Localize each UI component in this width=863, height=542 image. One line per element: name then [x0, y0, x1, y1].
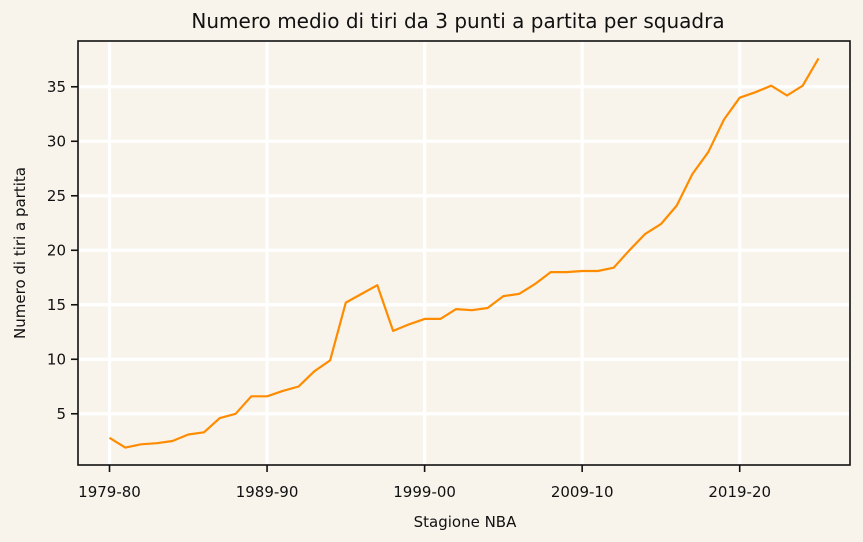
- x-tick-label: 2009-10: [551, 483, 614, 501]
- x-tick-label: 2019-20: [708, 483, 771, 501]
- x-tick-label: 1979-80: [78, 483, 141, 501]
- y-tick-label: 25: [47, 187, 66, 205]
- chart-title: Numero medio di tiri da 3 punti a partit…: [191, 9, 724, 33]
- grid: [79, 42, 849, 464]
- y-tick-label: 35: [47, 78, 66, 96]
- y-axis: 5 10 15 20 25 30 35: [47, 78, 78, 423]
- x-tick-label: 1999-00: [393, 483, 456, 501]
- y-tick-label: 5: [56, 405, 66, 423]
- y-tick-label: 10: [47, 350, 66, 368]
- x-axis: 1979-80 1989-90 1999-00 2009-10 2019-20: [78, 465, 771, 501]
- x-tick-label: 1989-90: [236, 483, 299, 501]
- x-axis-label: Stagione NBA: [414, 513, 517, 531]
- y-tick-label: 30: [47, 132, 66, 150]
- plot-area: [77, 40, 851, 466]
- y-axis-label: Numero di tiri a partita: [11, 167, 29, 339]
- y-tick-label: 20: [47, 241, 66, 259]
- series-line-three-point-attempts: [108, 57, 820, 449]
- y-tick-label: 15: [47, 296, 66, 314]
